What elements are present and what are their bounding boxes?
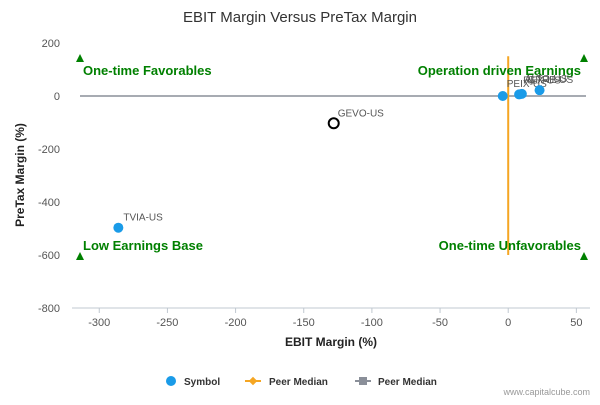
x-axis-title: EBIT Margin (%) (285, 335, 377, 349)
y-axis-ticks: -800 -600 -400 -200 0 200 (38, 38, 60, 315)
chart-title: EBIT Margin Versus PreTax Margin (183, 9, 417, 26)
legend-item-peer-median-y[interactable]: Peer Median (355, 377, 437, 388)
point-marker (113, 222, 124, 233)
quadrant-marker-bottom-left (76, 252, 84, 260)
quadrant-labels: One-time Favorables Operation driven Earn… (76, 54, 588, 260)
point-label: PEIX-US (507, 79, 547, 90)
quadrant-label-top-left: One-time Favorables (83, 63, 212, 78)
y-tick-label: -400 (38, 197, 60, 209)
quadrant-marker-top-right (580, 54, 588, 62)
point-label: TVIA-US (123, 213, 163, 224)
quadrant-marker-bottom-right (580, 252, 588, 260)
legend-peer-median-y-label: Peer Median (378, 377, 437, 388)
y-tick-label: 0 (54, 91, 60, 103)
quadrant-label-bottom-right: One-time Unfavorables (439, 238, 581, 253)
point-marker (516, 88, 527, 99)
data-points: TVIA-US GEVO-US PEIX-USREX-USALTO-USGPRE-U… (113, 74, 573, 233)
legend-symbol-marker (166, 376, 176, 386)
x-tick-label: 0 (505, 317, 511, 329)
y-tick-label: -800 (38, 303, 60, 315)
point-marker (327, 117, 340, 130)
x-tick-label: -250 (156, 317, 178, 329)
legend-peer-median-y-marker (359, 377, 367, 385)
legend: Symbol Peer Median Peer Median (166, 376, 437, 388)
legend-item-peer-median-x[interactable]: Peer Median (245, 376, 328, 388)
quadrant-label-bottom-left: Low Earnings Base (83, 238, 203, 253)
point-label: GPRE-US (528, 75, 574, 86)
x-tick-label: -150 (293, 317, 315, 329)
point-marker (534, 85, 545, 96)
y-tick-label: -200 (38, 144, 60, 156)
credit-text: www.capitalcube.com (502, 387, 590, 397)
point-marker (497, 91, 508, 101)
legend-symbol-label: Symbol (184, 377, 220, 388)
x-tick-label: -200 (225, 317, 247, 329)
point-label: ALTO-US (525, 74, 568, 85)
y-tick-label: -600 (38, 250, 60, 262)
legend-peer-median-x-label: Peer Median (269, 377, 328, 388)
quadrant-label-top-right: Operation driven Earnings (418, 63, 581, 78)
quadrant-marker-top-left (76, 54, 84, 62)
x-axis-ticks: -300 -250 -200 -150 -100 -50 0 50 (88, 308, 582, 329)
x-tick-label: 50 (570, 317, 582, 329)
point-label: REX-US (523, 75, 561, 86)
legend-item-symbol[interactable]: Symbol (166, 376, 220, 388)
point-label: GEVO-US (338, 108, 384, 119)
y-axis-title: PreTax Margin (%) (13, 123, 27, 227)
x-tick-label: -100 (361, 317, 383, 329)
legend-peer-median-x-marker (248, 376, 258, 386)
y-tick-label: 200 (42, 38, 60, 50)
x-tick-label: -300 (88, 317, 110, 329)
x-tick-label: -50 (432, 317, 448, 329)
plot-area: -300 -250 -200 -150 -100 -50 0 50 -800-600-400-… (38, 38, 590, 329)
